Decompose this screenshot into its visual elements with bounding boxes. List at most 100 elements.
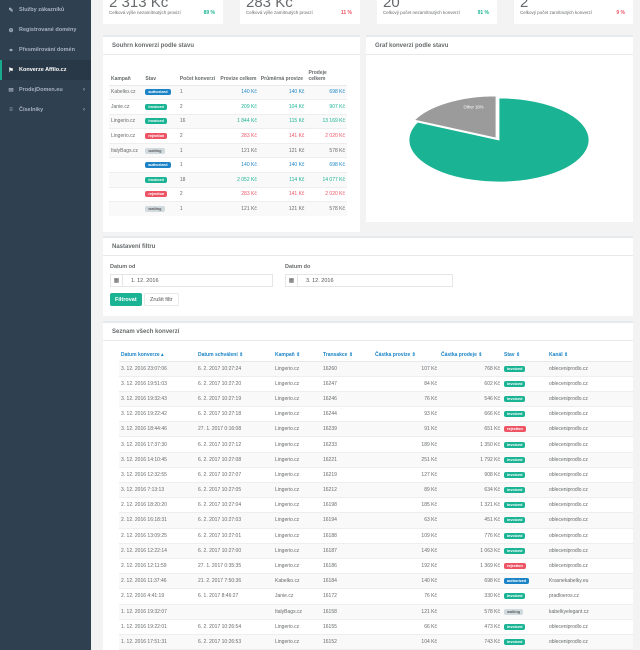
channel-cell: obleceniprodlo.cz — [547, 557, 633, 574]
avg-commission-cell: 121 Kč — [258, 201, 307, 217]
transaction-cell: 16155 — [321, 618, 373, 635]
conversions-column-header[interactable]: Kampaň ⇕ — [273, 350, 321, 362]
status-cell: invoiced — [502, 633, 547, 650]
conversion-row: 3. 12. 2016 17:37:30 6. 2. 2017 10:27:12 L… — [119, 436, 633, 453]
transaction-cell: 16184 — [321, 573, 373, 589]
pie-slice-invoiced[interactable] — [408, 97, 590, 183]
conversion-row: 3. 12. 2016 19:22:42 6. 2. 2017 10:27:18 L… — [119, 406, 633, 422]
list-icon: ≡ — [9, 107, 13, 113]
conversion-date-cell: 3. 12. 2016 19:32:43 — [119, 390, 196, 407]
campaign-cell: ItalyBags.cz — [109, 142, 144, 158]
conversion-date-cell: 1. 12. 2016 19:22:01 — [119, 618, 196, 635]
summary-panel: Souhrn konverzí podle stavu Kampaň Stav Po… — [103, 35, 360, 232]
conversions-column-header[interactable]: Částka provize ⇕ — [373, 350, 439, 362]
sales-amount-cell: 908 Kč — [439, 466, 502, 483]
status-badge: waiting — [504, 608, 524, 615]
conversions-column-header[interactable]: Transakce ⇕ — [321, 350, 373, 362]
sidebar-item[interactable]: ⊕ Registrované domény — [0, 20, 91, 40]
commission-amount-cell: 121 Kč — [373, 603, 439, 620]
approval-date-cell: 6. 2. 2017 10:27:01 — [196, 527, 273, 544]
conversions-column-header[interactable]: Datum konverze ▴ — [119, 350, 196, 362]
channel-cell: obleceniprodlo.cz — [547, 406, 633, 422]
chart-panel: Graf konverzí podle stavu invoiced 82% Ot… — [366, 35, 633, 222]
status-badge: invoiced — [504, 471, 526, 478]
pie-slice-other[interactable] — [413, 95, 497, 139]
status-badge: invoiced — [504, 502, 526, 509]
commission-cell: 283 Kč — [218, 128, 259, 144]
conversions-title: Seznam všech konverzí — [103, 323, 633, 341]
approval-date-cell: 6. 2. 2017 10:26:53 — [196, 633, 273, 650]
status-cell: invoiced — [143, 99, 178, 115]
sidebar-item[interactable]: ⚭ Přesměrování domén — [0, 40, 91, 60]
status-badge: rejection — [145, 191, 168, 198]
sales-amount-cell: 1 321 Kč — [439, 497, 502, 513]
summary-row: authorized 1 140 Kč 140 Kč 698 Kč — [109, 157, 347, 173]
stat-card: 2 Celkový počet zamítnutých konverzí 9 % — [514, 0, 633, 24]
sales-amount-cell: 768 Kč — [439, 360, 502, 377]
conversions-column-header[interactable]: Kanál ⇕ — [547, 350, 633, 362]
conversions-column-header[interactable]: Částka prodeje ⇕ — [439, 350, 502, 362]
transaction-cell: 16221 — [321, 451, 373, 468]
channel-cell: obleceniprodlo.cz — [547, 451, 633, 468]
status-cell: invoiced — [143, 172, 178, 188]
sidebar-item[interactable]: ≡ Číselníky ‹ — [0, 100, 91, 120]
stat-value: 2 — [520, 0, 529, 11]
status-cell: invoiced — [502, 481, 547, 498]
conversion-date-cell: 3. 12. 2016 19:51:03 — [119, 375, 196, 392]
summary-row: Lingerio.cz rejection 2 283 Kč 141 Kč 2 020 K… — [109, 128, 347, 144]
stat-card: 283 Kč Celková výše zamítnutých provizí 11… — [240, 0, 360, 24]
status-cell: invoiced — [502, 497, 547, 513]
sidebar-item-label: ProdejDomen.eu — [19, 87, 63, 93]
sidebar-item[interactable]: ✉ ProdejDomen.eu ‹ — [0, 80, 91, 100]
commission-amount-cell: 140 Kč — [373, 573, 439, 589]
status-badge: invoiced — [504, 593, 526, 600]
summary-column-header: Prodeje celkem — [306, 63, 347, 86]
channel-cell: obleceniprodlo.cz — [547, 375, 633, 392]
campaign-cell — [109, 157, 144, 173]
commission-amount-cell: 109 Kč — [373, 527, 439, 544]
date-to-input[interactable]: ▦ 3. 12. 2016 — [285, 274, 453, 287]
main-content: 2 313 Kč Celková výše nezamítnutých provi… — [91, 0, 640, 650]
link-icon: ⚭ — [8, 47, 14, 54]
sidebar-item[interactable]: ✎ Služby zákazníků — [0, 0, 91, 20]
stat-label: Celková výše nezamítnutých provizí — [109, 10, 181, 15]
approval-date-cell: 6. 2. 2017 10:27:19 — [196, 390, 273, 407]
sales-cell: 14 077 Kč — [306, 172, 347, 188]
sidebar-item[interactable]: ⚑ Konverze Affilo.cz — [0, 60, 91, 80]
campaign-cell: ItalyBags.cz — [273, 603, 321, 620]
sidebar-item-label: Registrované domény — [19, 27, 77, 33]
calendar-icon: ▦ — [286, 275, 298, 286]
channel-cell: obleceniprodlo.cz — [547, 497, 633, 513]
status-cell: invoiced — [502, 390, 547, 407]
filter-button[interactable]: Filtrovat — [110, 293, 142, 306]
conversion-row: 1. 12. 2016 19:22:01 6. 2. 2017 10:26:54 L… — [119, 618, 633, 635]
status-cell: rejection — [143, 128, 178, 144]
status-cell: invoiced — [502, 466, 547, 483]
conversion-date-cell: 3. 12. 2016 14:10:45 — [119, 451, 196, 468]
sidebar-item-label: Přesměrování domén — [19, 47, 75, 53]
conversion-date-cell: 1. 12. 2016 19:32:07 — [119, 603, 196, 620]
conversion-row: 3. 12. 2016 12:32:55 6. 2. 2017 10:27:07 L… — [119, 466, 633, 483]
count-cell: 1 — [177, 84, 219, 100]
summary-row: Kabelko.cz authorized 1 140 Kč 140 Kč 698 Kč — [109, 84, 347, 100]
reset-filter-button[interactable]: Zrušit filtr — [144, 293, 179, 306]
sales-amount-cell: 578 Kč — [439, 603, 502, 620]
date-from-input[interactable]: ▦ 1. 12. 2016 — [110, 274, 273, 287]
status-cell: invoiced — [502, 406, 547, 422]
commission-amount-cell: 84 Kč — [373, 375, 439, 392]
conversions-column-header[interactable]: Stav ⇕ — [502, 350, 547, 362]
commission-amount-cell: 76 Kč — [373, 390, 439, 407]
avg-commission-cell: 140 Kč — [258, 157, 307, 173]
count-cell: 16 — [177, 113, 219, 129]
approval-date-cell: 6. 2. 2017 10:27:20 — [196, 375, 273, 392]
status-badge: invoiced — [504, 441, 526, 448]
campaign-cell: Lingerio.cz — [273, 542, 321, 559]
campaign-cell — [109, 186, 144, 202]
status-badge: invoiced — [145, 118, 167, 125]
status-cell: invoiced — [502, 527, 547, 544]
conversions-column-header[interactable]: Datum schválení ⇕ — [196, 350, 273, 362]
status-badge: invoiced — [504, 365, 526, 372]
summary-row: rejection 2 283 Kč 141 Kč 2 020 Kč — [109, 186, 347, 202]
transaction-cell: 16260 — [321, 360, 373, 377]
conversion-date-cell: 3. 12. 2016 7:13:13 — [119, 481, 196, 498]
